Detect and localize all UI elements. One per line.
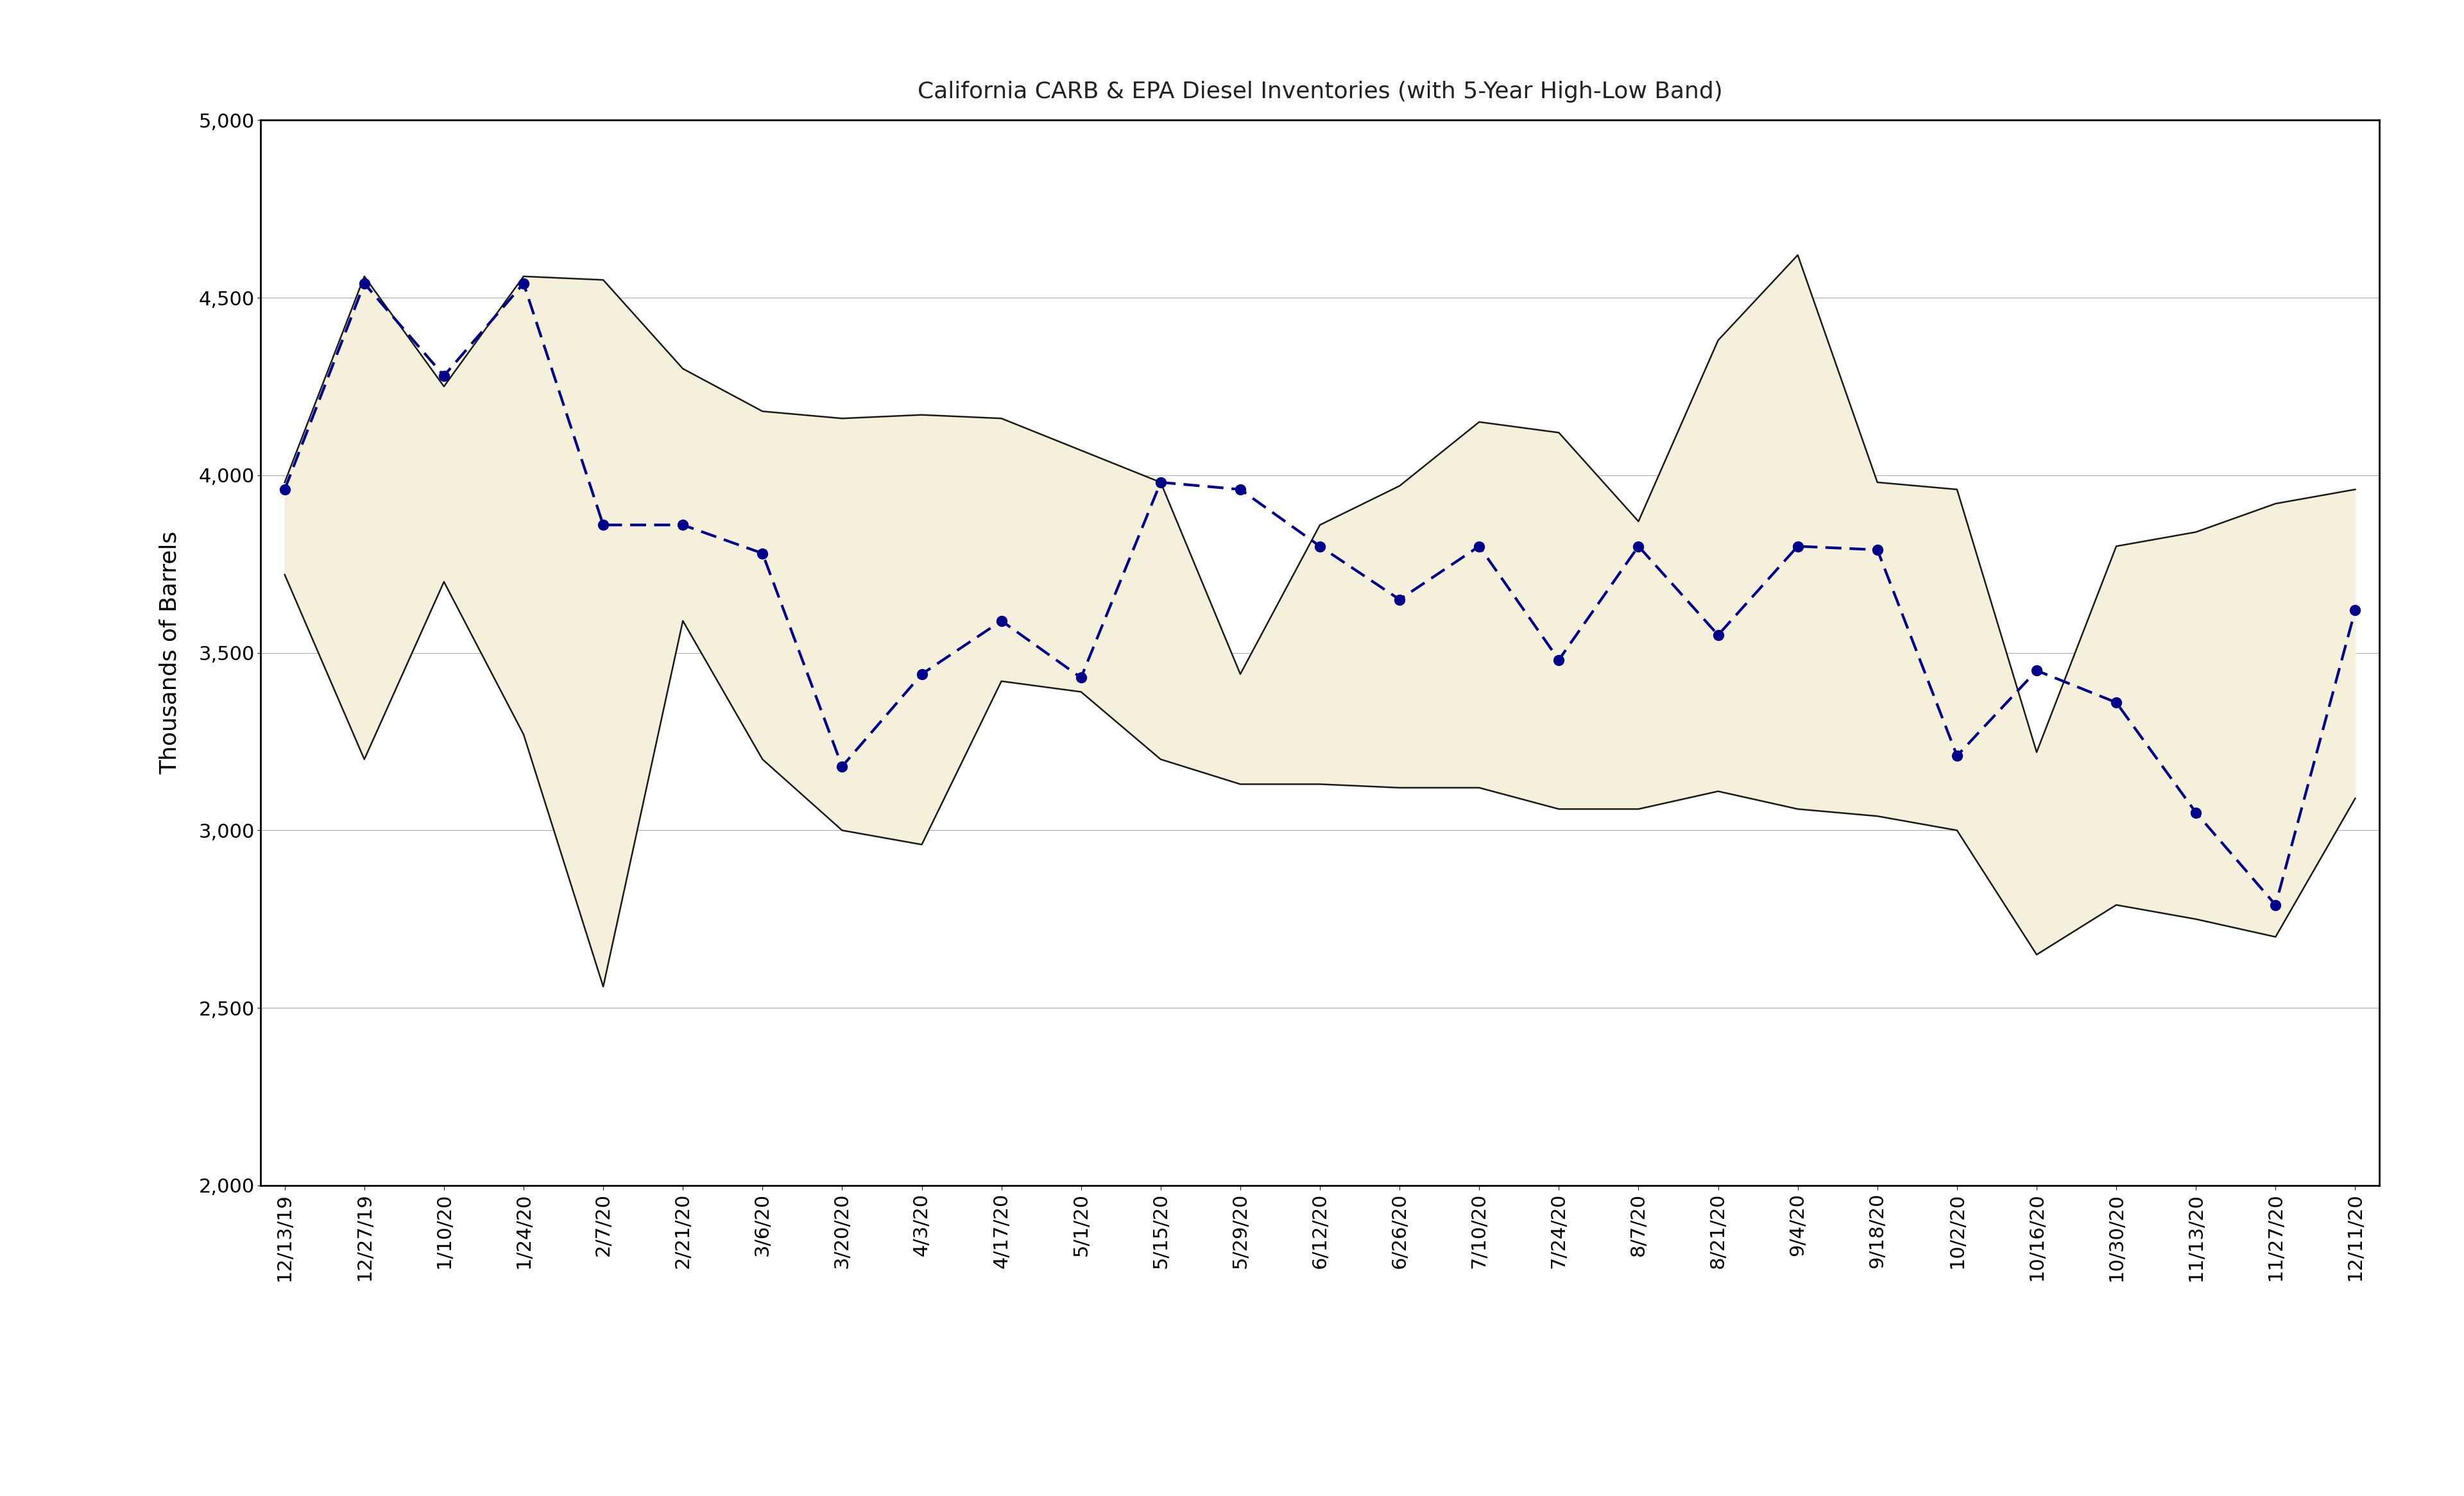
Title: California CARB & EPA Diesel Inventories (with 5-Year High-Low Band): California CARB & EPA Diesel Inventories… <box>917 81 1722 102</box>
Y-axis label: Thousands of Barrels: Thousands of Barrels <box>158 531 180 775</box>
